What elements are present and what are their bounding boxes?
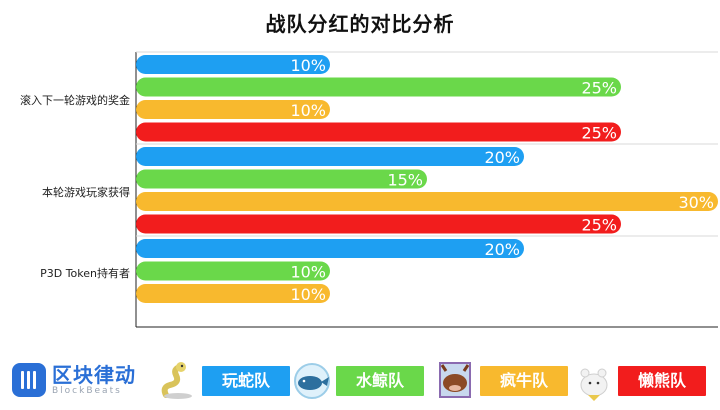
brand-name: 区块律动 [52,362,136,387]
category-label: P3D Token持有者 [40,266,130,280]
legend-label: 疯牛队 [480,366,568,396]
bar [136,147,524,166]
bar [136,214,621,234]
category-label: 滚入下一轮游戏的奖金 [20,93,130,107]
data-label: 10% [290,285,326,304]
category-label: 本轮游戏玩家获得 [42,185,130,199]
data-label: 25% [581,216,617,235]
legend-label: 水鲸队 [336,366,424,396]
whale-mascot-icon [294,363,330,399]
legend-label: 懒熊队 [618,366,706,396]
legend-item-whale: 水鲸队 [292,361,424,401]
legend-label: 玩蛇队 [202,366,290,396]
bar [136,122,621,142]
bar-chart: 滚入下一轮游戏的奖金 10% 25% 10% 25% 本轮游戏玩家获得 20% 15% 30% 2… [20,51,718,328]
bar [136,169,427,189]
bar [136,261,330,281]
data-label: 30% [678,193,714,212]
chart-footer: 区块律动 BlockBeats 玩蛇队 水鲸队 疯牛队 [0,355,720,410]
brand-logo: 区块律动 BlockBeats [12,363,136,397]
chart-title: 战队分红的对比分析 [265,12,455,36]
blockbeats-logo-icon [12,363,46,397]
data-label: 15% [387,171,423,190]
bar [136,284,330,303]
legend-item-bear: 懒熊队 [574,361,706,401]
brand-name-en: BlockBeats [52,385,122,396]
data-label: 20% [484,240,520,259]
bar [136,192,718,211]
bar [136,55,330,74]
data-label: 25% [581,79,617,98]
bar [136,100,330,119]
snake-mascot-icon [161,362,192,399]
bull-mascot-icon [439,362,471,398]
legend-item-bull: 疯牛队 [436,361,568,401]
data-label: 10% [290,56,326,75]
data-label: 20% [484,148,520,167]
data-label: 10% [290,263,326,282]
legend-item-snake: 玩蛇队 [158,361,290,401]
bar [136,239,524,258]
bar [136,77,621,97]
bear-mascot-icon [580,368,608,401]
data-label: 25% [581,124,617,143]
data-label: 10% [290,101,326,120]
